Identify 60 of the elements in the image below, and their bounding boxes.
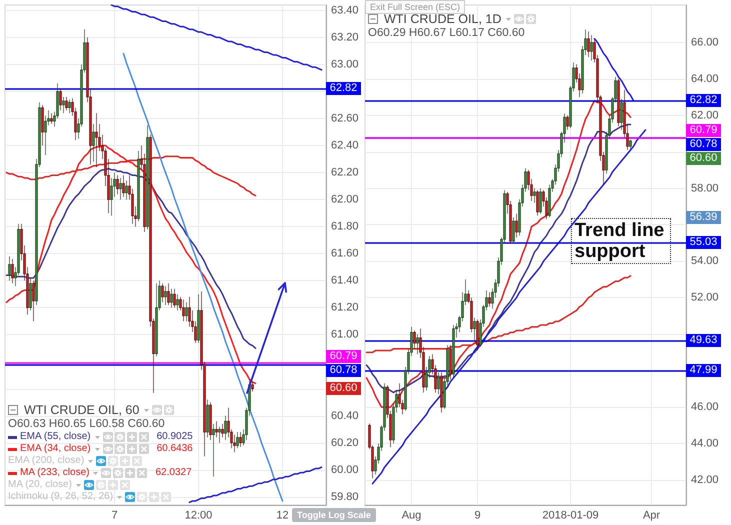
text: WTI CRUDE OIL, 60 xyxy=(24,402,140,417)
y-tick-label: 46.00 xyxy=(691,401,719,414)
y-tick-label: 64.00 xyxy=(691,72,719,85)
x-tick-label: 7 xyxy=(111,510,118,522)
ref-line-label: 60.78 xyxy=(686,138,721,151)
x-tick-label: 12 xyxy=(276,510,289,522)
annotation: 60.9025 xyxy=(156,431,193,442)
text: O60.63 H60.65 L60.58 C60.60 xyxy=(8,418,165,430)
y-tick-label: 62.60 xyxy=(331,112,359,125)
ref-line-label: 60.79 xyxy=(326,350,361,364)
legend-label: EMA (55, close) xyxy=(20,431,91,442)
y-tick-label: 62.00 xyxy=(331,194,359,206)
legend-label: EMA (34, close) xyxy=(20,443,91,454)
y-tick-label: 52.00 xyxy=(691,292,719,304)
ref-line-label: 60.78 xyxy=(326,364,361,378)
x-tick-label: 9 xyxy=(474,510,481,522)
text: 60.60 xyxy=(326,382,361,396)
y-tick-label: 61.40 xyxy=(331,274,359,287)
ref-line-label: 62.82 xyxy=(686,94,721,107)
text: Toggle Log Scale xyxy=(292,508,376,522)
y-tick-label: 60.20 xyxy=(331,436,359,449)
ref-line-label: 62.82 xyxy=(326,82,361,96)
y-tick-label: 60.00 xyxy=(331,464,359,476)
y-tick-label: 62.00 xyxy=(691,109,719,122)
y-tick-label: 58.00 xyxy=(691,182,719,194)
y-tick-label: 63.20 xyxy=(331,31,359,44)
x-tick-label: 2018-01-09 xyxy=(542,510,599,522)
y-tick-label: 42.00 xyxy=(691,474,719,486)
text: WTI CRUDE OIL, 1D xyxy=(384,12,502,26)
y-tick-label: 66.00 xyxy=(691,36,719,48)
y-tick-label: 63.00 xyxy=(331,58,359,70)
y-tick-label: 44.00 xyxy=(691,438,719,450)
annotation: 60.6436 xyxy=(156,443,193,454)
annotation: Ichimoku (9, 26, 52, 26) xyxy=(8,491,114,502)
y-tick-label: 61.20 xyxy=(331,302,359,314)
text: O60.29 H60.67 L60.17 C60.60 xyxy=(368,26,525,40)
y-tick-label: 61.80 xyxy=(331,220,359,233)
ref-line-label: 55.03 xyxy=(686,236,721,249)
annotation: 62.0327 xyxy=(155,467,192,478)
annotation: Exit Full Screen (ESC) xyxy=(365,0,466,14)
y-tick-label: 61.00 xyxy=(331,328,359,341)
annotation: EMA (200, close) xyxy=(8,455,84,466)
y-tick-label: 61.60 xyxy=(331,248,359,260)
y-tick-label: 62.40 xyxy=(331,140,359,152)
annotation: Trend line support xyxy=(570,218,670,264)
y-tick-label: 60.40 xyxy=(331,410,359,422)
ref-line-label: 47.99 xyxy=(686,364,721,378)
y-tick-label: 54.00 xyxy=(691,255,719,268)
x-tick-label: 12:00 xyxy=(184,510,212,522)
ref-line-label: 60.79 xyxy=(686,124,721,137)
text: 60.60 xyxy=(686,152,721,166)
ref-line-label: 49.63 xyxy=(686,334,721,348)
y-tick-label: 63.40 xyxy=(331,4,359,16)
annotation: MA (20, close) xyxy=(8,479,72,490)
y-tick-label: 62.20 xyxy=(331,166,359,179)
annotation: 56.39 xyxy=(686,211,721,224)
x-tick-label: Aug xyxy=(402,510,422,522)
y-tick-label: 59.80 xyxy=(331,490,359,503)
legend-label: MA (233, close) xyxy=(20,467,90,478)
x-tick-label: Apr xyxy=(642,510,660,522)
